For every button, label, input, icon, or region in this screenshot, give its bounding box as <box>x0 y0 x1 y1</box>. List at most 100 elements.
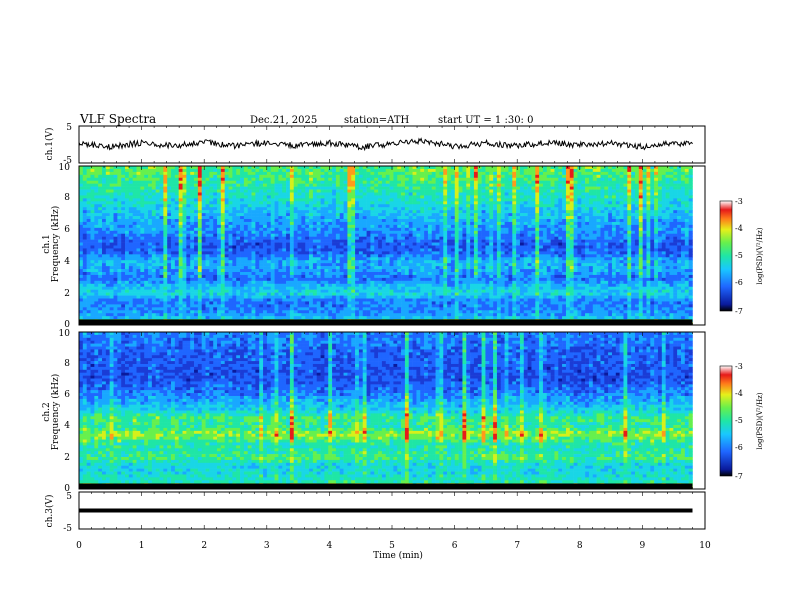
spectrogram-cell <box>270 168 275 173</box>
spectrogram-cell <box>98 227 103 232</box>
spectrogram-cell <box>565 204 571 208</box>
spectrogram-cell <box>439 216 444 220</box>
spectrogram-cell <box>381 180 387 184</box>
spectrogram-cell <box>527 219 532 223</box>
spectrogram-cell <box>140 236 145 240</box>
spectrogram-cell <box>615 213 620 217</box>
spectrogram-cell <box>627 221 632 226</box>
spectrogram-cell <box>351 213 356 217</box>
spectrogram-cell <box>435 210 440 214</box>
spectrogram-cell <box>159 248 164 252</box>
spectrogram-cell <box>243 207 248 211</box>
spectrogram-cell <box>615 166 620 170</box>
spectrogram-cell <box>301 207 306 211</box>
spectrogram-cell <box>316 195 321 199</box>
spectrogram-cell <box>577 216 582 220</box>
spectrogram-cell <box>389 213 394 217</box>
spectrogram-cell <box>136 201 141 205</box>
spectrogram-cell <box>462 216 467 220</box>
spectrogram-cell <box>263 248 268 252</box>
spectrogram-cell <box>397 177 402 182</box>
spectrogram-cell <box>351 230 356 235</box>
spectrogram-cell <box>224 245 229 249</box>
spectrogram-cell <box>661 233 666 237</box>
spectrogram-cell <box>125 192 130 196</box>
spectrogram-cell <box>109 174 114 179</box>
spectrogram-cell <box>220 210 225 214</box>
spectrogram-cell <box>282 221 287 226</box>
spectrogram-cell <box>562 230 567 235</box>
spectrogram-cell <box>458 227 463 232</box>
spectrogram-cell <box>577 204 582 208</box>
spectrogram-cell <box>240 168 245 173</box>
spectrogram-cell <box>481 213 486 217</box>
spectrogram-cell <box>473 233 479 237</box>
spectrogram-cell <box>174 201 179 205</box>
spectrogram-cell <box>527 221 532 226</box>
spectrogram-cell <box>374 242 379 246</box>
spectrogram-cell <box>588 216 594 220</box>
spectrogram-cell <box>236 201 241 205</box>
spectrogram-cell <box>343 245 348 249</box>
spectrogram-cell <box>228 201 233 205</box>
spectrogram-cell <box>335 192 341 196</box>
spectrogram-cell <box>178 207 183 211</box>
spectrogram-cell <box>236 248 241 252</box>
spectrogram-cell <box>650 210 655 214</box>
spectrogram-cell <box>688 221 693 226</box>
spectrogram-cell <box>680 210 686 214</box>
spectrogram-cell <box>167 219 172 223</box>
spectrogram-cell <box>159 204 164 208</box>
spectrogram-cell <box>673 198 678 202</box>
spectrogram-cell <box>665 171 670 176</box>
spectrogram-cell <box>335 216 341 220</box>
spectrogram-cell <box>493 242 498 246</box>
spectrogram-cell <box>565 192 571 196</box>
spectrogram-cell <box>109 207 114 211</box>
spectrogram-cell <box>562 204 567 208</box>
spectrogram-cell <box>393 198 398 202</box>
spectrogram-cell <box>278 233 283 237</box>
spectrogram-cell <box>477 174 482 179</box>
spectrogram-cell <box>654 230 659 235</box>
spectrogram-cell <box>362 224 367 229</box>
spectrogram-cell <box>171 227 176 232</box>
spectrogram-cell <box>470 177 475 182</box>
spectrogram-cell <box>539 245 544 249</box>
spectrogram-cell <box>416 174 421 179</box>
spectrogram-cell <box>638 168 643 173</box>
spectrogram-cell <box>320 210 325 214</box>
spectrogram-cell <box>462 166 467 170</box>
spectrogram-cell <box>289 204 295 208</box>
spectrogram-cell <box>343 251 348 255</box>
spectrogram-cell <box>389 239 394 243</box>
spectrogram-cell <box>473 219 479 223</box>
spectrogram-cell <box>523 183 528 187</box>
spectrogram-cell <box>604 227 609 232</box>
spectrogram-cell <box>435 166 440 170</box>
spectrogram-cell <box>251 168 256 173</box>
spectrogram-cell <box>673 216 678 220</box>
spectrogram-cell <box>167 189 172 193</box>
spectrogram-cell <box>554 233 559 237</box>
spectrogram-cell <box>309 230 314 235</box>
spectrogram-cell <box>90 198 95 202</box>
spectrogram-cell <box>397 183 402 187</box>
spectrogram-cell <box>98 171 103 176</box>
spectrogram-cell <box>286 201 291 205</box>
spectrogram-cell <box>581 248 586 252</box>
spectrogram-cell <box>236 183 241 187</box>
spectrogram-cell <box>408 166 413 170</box>
spectrogram-cell <box>125 171 130 176</box>
spectrogram-cell <box>585 227 590 232</box>
spectrogram-cell <box>243 227 248 232</box>
spectrogram-cell <box>289 233 295 237</box>
spectrogram-cell <box>439 227 444 232</box>
spectrogram-cell <box>427 174 433 179</box>
spectrogram-cell <box>611 221 617 226</box>
spectrogram-cell <box>508 168 513 173</box>
spectrogram-cell <box>274 216 279 220</box>
spectrogram-cell <box>393 230 398 235</box>
spectrogram-cell <box>596 230 601 235</box>
spectrogram-cell <box>657 216 663 220</box>
